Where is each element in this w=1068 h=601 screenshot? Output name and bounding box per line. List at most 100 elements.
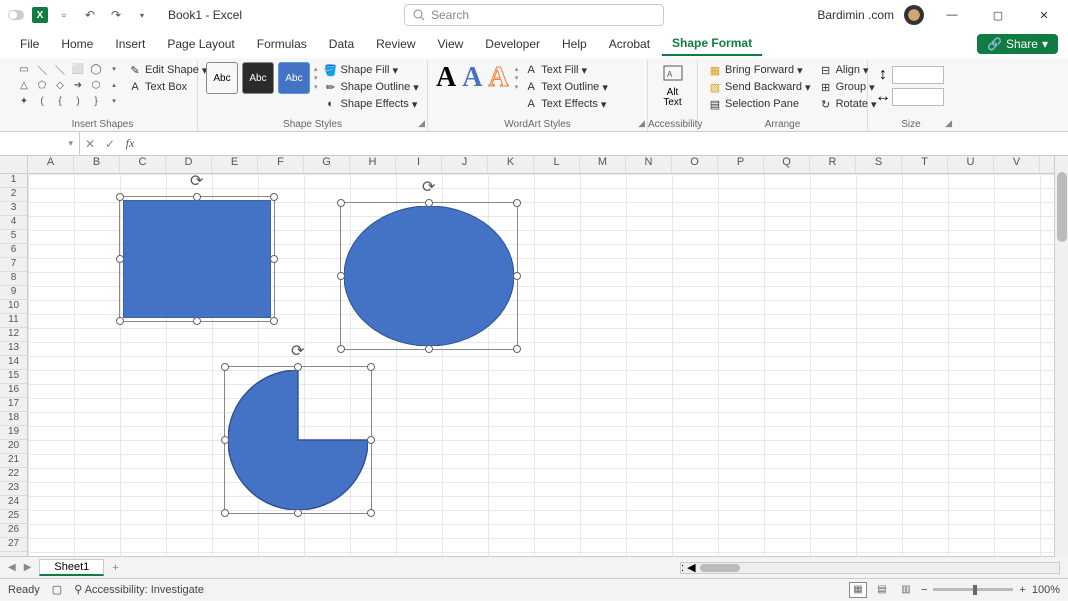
view-layout-icon[interactable]: ▤: [873, 582, 891, 598]
row-header[interactable]: 24: [0, 496, 27, 510]
style-preset-1[interactable]: Abc: [206, 62, 238, 94]
zoom-in-button[interactable]: +: [1019, 584, 1025, 596]
bring-forward-button[interactable]: ▦Bring Forward ▾: [706, 62, 813, 78]
col-header[interactable]: F: [258, 156, 304, 173]
row-header[interactable]: 5: [0, 230, 27, 244]
redo-icon[interactable]: ↷: [106, 5, 126, 25]
view-normal-icon[interactable]: ▦: [849, 582, 867, 598]
alt-text-button[interactable]: A Alt Text: [658, 62, 688, 110]
enter-icon[interactable]: ✓: [100, 137, 120, 151]
menu-home[interactable]: Home: [51, 33, 103, 55]
row-header[interactable]: 22: [0, 468, 27, 482]
zoom-level[interactable]: 100%: [1032, 584, 1060, 596]
row-header[interactable]: 26: [0, 524, 27, 538]
shapes-gallery[interactable]: ▭＼＼⬜◯▾ △⬠◇➜⬡▴ ✦({)}▾: [16, 62, 122, 108]
text-outline-button[interactable]: AText Outline ▾: [522, 79, 610, 95]
accessibility-status[interactable]: ⚲ Accessibility: Investigate: [74, 583, 204, 596]
wordart-launcher-icon[interactable]: ◢: [638, 118, 645, 129]
col-header[interactable]: A: [28, 156, 74, 173]
menu-data[interactable]: Data: [319, 33, 364, 55]
cells-area[interactable]: ⟳ ⟳ ⟳: [28, 174, 1068, 556]
share-button[interactable]: 🔗Share ▾: [977, 34, 1058, 54]
col-header[interactable]: K: [488, 156, 534, 173]
horizontal-scrollbar[interactable]: : ◀: [680, 562, 1060, 574]
row-header[interactable]: 4: [0, 216, 27, 230]
row-header[interactable]: 15: [0, 370, 27, 384]
col-header[interactable]: T: [902, 156, 948, 173]
shape-ellipse[interactable]: ⟳: [344, 206, 514, 346]
selection-pane-button[interactable]: ▤Selection Pane: [706, 96, 813, 112]
row-header[interactable]: 16: [0, 384, 27, 398]
row-header[interactable]: 1: [0, 174, 27, 188]
row-header[interactable]: 12: [0, 328, 27, 342]
row-header[interactable]: 13: [0, 342, 27, 356]
col-header[interactable]: R: [810, 156, 856, 173]
shape-outline-button[interactable]: ✏Shape Outline ▾: [322, 79, 421, 95]
vertical-scrollbar[interactable]: [1054, 156, 1068, 557]
row-header[interactable]: 3: [0, 202, 27, 216]
menu-help[interactable]: Help: [552, 33, 597, 55]
menu-formulas[interactable]: Formulas: [247, 33, 317, 55]
row-header[interactable]: 14: [0, 356, 27, 370]
row-header[interactable]: 18: [0, 412, 27, 426]
username-label[interactable]: Bardimin .com: [817, 8, 894, 22]
row-header[interactable]: 10: [0, 300, 27, 314]
menu-file[interactable]: File: [10, 33, 49, 55]
col-header[interactable]: N: [626, 156, 672, 173]
menu-shape-format[interactable]: Shape Format: [662, 32, 762, 56]
col-header[interactable]: L: [534, 156, 580, 173]
style-preset-2[interactable]: Abc: [242, 62, 274, 94]
row-header[interactable]: 20: [0, 440, 27, 454]
col-header[interactable]: J: [442, 156, 488, 173]
wordart-preset-3[interactable]: A: [488, 62, 508, 94]
row-header[interactable]: 2: [0, 188, 27, 202]
row-header[interactable]: 8: [0, 272, 27, 286]
shape-fill-button[interactable]: 🪣Shape Fill ▾: [322, 62, 421, 78]
minimize-button[interactable]: —: [934, 1, 970, 29]
shape-effects-button[interactable]: ◐Shape Effects ▾: [322, 96, 421, 112]
col-header[interactable]: G: [304, 156, 350, 173]
avatar[interactable]: [904, 5, 924, 25]
row-header[interactable]: 9: [0, 286, 27, 300]
menu-developer[interactable]: Developer: [475, 33, 550, 55]
sheet-next-icon[interactable]: ▶: [24, 562, 32, 573]
row-header[interactable]: 6: [0, 244, 27, 258]
zoom-slider[interactable]: [933, 588, 1013, 591]
menu-page-layout[interactable]: Page Layout: [157, 33, 244, 55]
wordart-preset-1[interactable]: A: [436, 62, 456, 94]
menu-review[interactable]: Review: [366, 33, 425, 55]
shape-rectangle[interactable]: ⟳: [123, 200, 271, 318]
size-launcher-icon[interactable]: ◢: [945, 118, 952, 129]
col-header[interactable]: O: [672, 156, 718, 173]
shape-pie[interactable]: ⟳: [228, 370, 368, 510]
text-effects-button[interactable]: AText Effects ▾: [522, 96, 610, 112]
name-box[interactable]: ▾: [0, 132, 80, 155]
row-header[interactable]: 23: [0, 482, 27, 496]
col-header[interactable]: H: [350, 156, 396, 173]
row-header[interactable]: 25: [0, 510, 27, 524]
col-header[interactable]: E: [212, 156, 258, 173]
height-input[interactable]: [892, 66, 944, 84]
col-header[interactable]: U: [948, 156, 994, 173]
row-header[interactable]: 21: [0, 454, 27, 468]
rotate-handle-icon[interactable]: ⟳: [422, 177, 436, 191]
qat-dropdown-icon[interactable]: ▾: [132, 5, 152, 25]
sheet-prev-icon[interactable]: ◀: [8, 562, 16, 573]
macro-icon[interactable]: ▢: [52, 583, 62, 596]
maximize-button[interactable]: ▢: [980, 1, 1016, 29]
col-header[interactable]: P: [718, 156, 764, 173]
fx-icon[interactable]: fx: [120, 136, 140, 151]
sheet-tab[interactable]: Sheet1: [39, 559, 104, 576]
col-header[interactable]: C: [120, 156, 166, 173]
col-header[interactable]: B: [74, 156, 120, 173]
col-header[interactable]: Q: [764, 156, 810, 173]
col-header[interactable]: D: [166, 156, 212, 173]
search-input[interactable]: Search: [404, 4, 664, 26]
col-header[interactable]: I: [396, 156, 442, 173]
row-header[interactable]: 27: [0, 538, 27, 552]
menu-insert[interactable]: Insert: [105, 33, 155, 55]
col-header[interactable]: M: [580, 156, 626, 173]
text-box-button[interactable]: AText Box: [126, 79, 209, 95]
menu-acrobat[interactable]: Acrobat: [599, 33, 660, 55]
edit-shape-button[interactable]: ✎Edit Shape ▾: [126, 62, 209, 78]
